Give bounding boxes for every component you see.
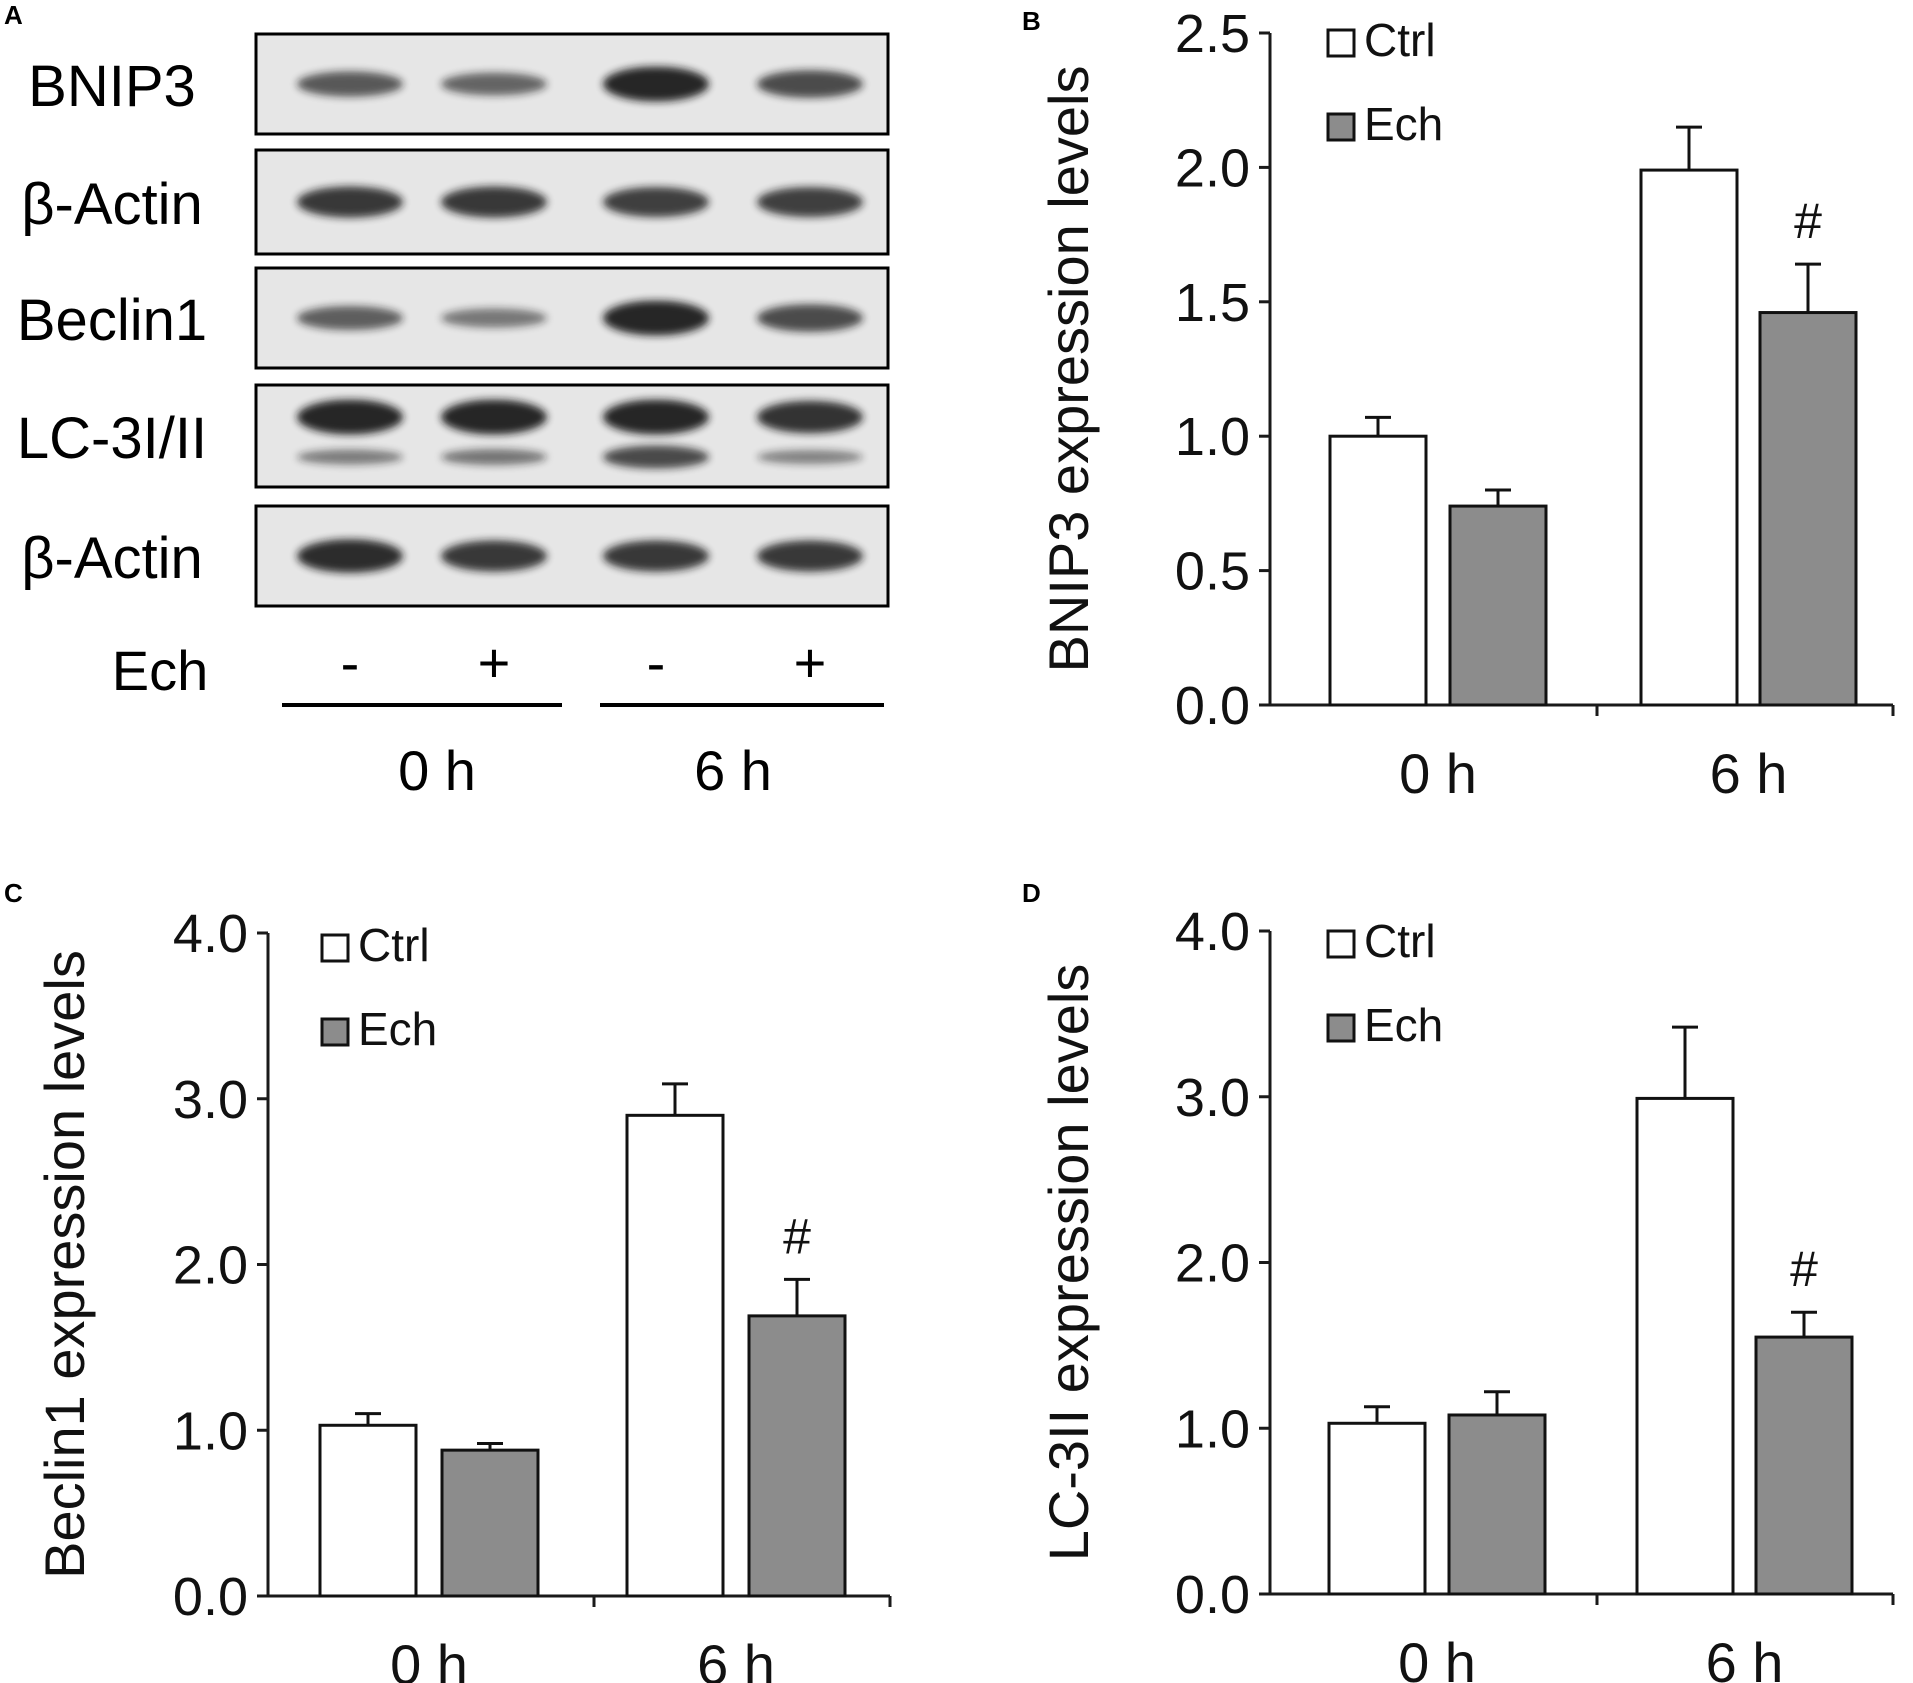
group-label: 0 h — [398, 739, 476, 802]
y-axis-title: LC-3II expression levels — [1037, 964, 1100, 1562]
panel-label-c: C — [4, 878, 23, 908]
y-tick-label: 2.5 — [1175, 4, 1250, 64]
y-tick-label: 1.0 — [173, 1401, 248, 1461]
blot-band — [297, 306, 403, 330]
bar-ech — [1754, 1335, 1854, 1596]
blot-band-lower — [603, 445, 709, 469]
y-tick-label: 2.0 — [1175, 138, 1250, 198]
blot-band — [603, 300, 709, 336]
blot-band — [441, 308, 547, 328]
y-tick-label: 4.0 — [173, 904, 248, 964]
bnip3-bar-chart: 0.0 0.5 1.0 1.5 2.0 2.5 BNIP3 expression level… — [1037, 4, 1895, 805]
panel-label-d: D — [1022, 878, 1041, 908]
y-tick-label: 1.0 — [1175, 1399, 1250, 1459]
bar-ctrl — [1635, 1096, 1735, 1596]
legend-swatch-ech — [1326, 1013, 1356, 1043]
bar-ech — [1447, 1413, 1547, 1596]
panel-label-a: A — [4, 0, 23, 30]
lc3ii-bar-chart: 0.0 1.0 2.0 3.0 4.0 LC-3II expression levels 0… — [1037, 902, 1895, 1683]
x-tick-label: 0 h — [1398, 1631, 1476, 1683]
significance-marker: # — [783, 1208, 811, 1264]
treatment-mark: - — [647, 631, 666, 694]
legend-swatch-ech — [1326, 112, 1356, 142]
y-tick-label: 3.0 — [1175, 1068, 1250, 1128]
blot-band — [757, 540, 863, 572]
x-tick-label: 6 h — [1710, 742, 1788, 805]
bar-ctrl — [318, 1423, 418, 1598]
blot-band — [297, 399, 403, 435]
bar-ctrl — [1639, 168, 1739, 707]
blot-band-lower — [441, 449, 547, 465]
bar-ech — [1758, 311, 1858, 707]
y-tick-label: 0.0 — [173, 1567, 248, 1627]
significance-marker: # — [1790, 1241, 1818, 1297]
bar-ctrl — [1328, 434, 1428, 707]
blot-row-label: β-Actin — [21, 172, 203, 237]
legend-label: Ctrl — [1364, 14, 1436, 66]
legend-label: Ech — [1364, 999, 1443, 1051]
x-tick-label: 0 h — [1399, 742, 1477, 805]
legend-label: Ctrl — [358, 919, 430, 971]
beclin1-bar-chart: 0.0 1.0 2.0 3.0 4.0 Beclin1 expression levels… — [33, 904, 892, 1683]
panel-label-b: B — [1022, 6, 1041, 36]
treatment-mark: - — [341, 631, 360, 694]
blot-band — [603, 540, 709, 572]
blot-band — [603, 399, 709, 435]
y-axis-title: Beclin1 expression levels — [33, 950, 96, 1579]
blot-row-label: LC-3I/II — [17, 406, 207, 471]
blot-row-label: BNIP3 — [28, 54, 196, 119]
y-tick-label: 2.0 — [173, 1236, 248, 1296]
blot-band — [441, 399, 547, 435]
legend-label: Ech — [358, 1003, 437, 1055]
legend-label: Ctrl — [1364, 915, 1436, 967]
blot-row-label: β-Actin — [21, 526, 203, 591]
bar-ech — [1448, 504, 1548, 707]
group-label: 6 h — [694, 739, 772, 802]
bar-ctrl — [1327, 1421, 1427, 1596]
legend-label: Ech — [1364, 98, 1443, 150]
blot-band — [603, 66, 709, 102]
x-tick-label: 6 h — [1706, 1631, 1784, 1683]
y-axis-title: BNIP3 expression levels — [1037, 66, 1100, 673]
blot-band-lower — [757, 450, 863, 464]
significance-marker: # — [1794, 193, 1822, 249]
blot-row-label: Beclin1 — [17, 288, 207, 353]
legend-swatch-ctrl — [1326, 28, 1356, 58]
blot-band — [603, 187, 709, 217]
blot-band — [757, 304, 863, 332]
y-tick-label: 3.0 — [173, 1070, 248, 1130]
blot-band-lower — [297, 449, 403, 465]
treatment-mark: + — [478, 631, 511, 694]
y-tick-label: 0.0 — [1175, 676, 1250, 736]
treatment-label: Ech — [112, 639, 209, 702]
bar-ech — [440, 1448, 540, 1598]
blot-band — [297, 71, 403, 97]
y-tick-label: 1.0 — [1175, 407, 1250, 467]
y-tick-label: 1.5 — [1175, 273, 1250, 333]
blot-band — [441, 540, 547, 572]
blot-band — [441, 186, 547, 218]
treatment-mark: + — [794, 631, 827, 694]
x-tick-label: 6 h — [697, 1633, 775, 1683]
y-tick-label: 4.0 — [1175, 902, 1250, 962]
bar-ech — [747, 1314, 847, 1598]
blot-band — [297, 186, 403, 218]
x-tick-label: 0 h — [390, 1633, 468, 1683]
y-tick-label: 0.0 — [1175, 1565, 1250, 1625]
blot-band — [297, 539, 403, 573]
blot-band — [757, 187, 863, 217]
y-tick-label: 2.0 — [1175, 1234, 1250, 1294]
legend-swatch-ctrl — [1326, 929, 1356, 959]
blot-band — [757, 400, 863, 434]
y-tick-label: 0.5 — [1175, 542, 1250, 602]
blot-band — [757, 70, 863, 98]
legend-swatch-ech — [320, 1017, 350, 1047]
bar-ctrl — [625, 1113, 725, 1598]
legend-swatch-ctrl — [320, 933, 350, 963]
western-blot-panel: BNIP3 β-Actin Beclin1 LC-3I/II β-Actin Ech - + -… — [17, 32, 890, 802]
blot-band — [441, 72, 547, 96]
